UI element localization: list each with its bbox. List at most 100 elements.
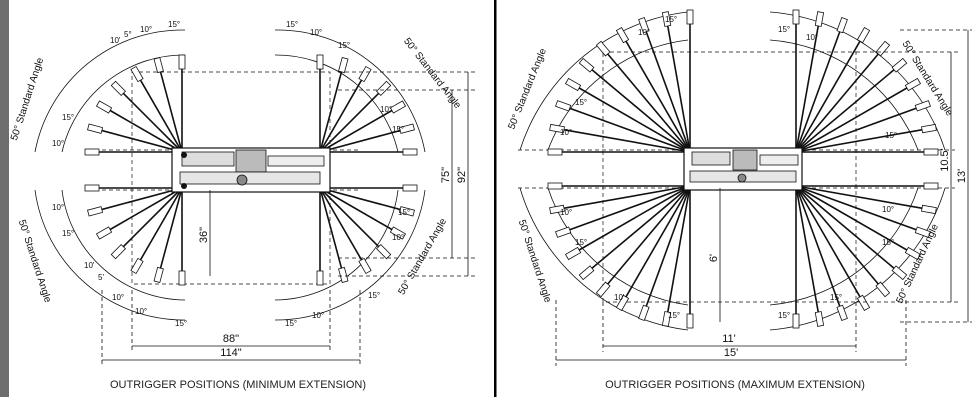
outrigger-leg xyxy=(547,182,690,190)
deg-label: 15° xyxy=(62,113,74,122)
deg-label: 10' xyxy=(614,293,625,302)
outrigger-leg xyxy=(319,187,372,275)
right-dim-15: 15' xyxy=(724,347,738,359)
right-dim-11: 11' xyxy=(722,333,736,345)
outrigger-leg xyxy=(795,17,848,153)
outrigger-leg xyxy=(578,185,691,281)
outrigger-leg xyxy=(110,187,183,260)
outrigger-leg xyxy=(84,148,182,156)
outrigger-leg xyxy=(320,184,418,192)
left-arc-lr xyxy=(274,189,426,321)
left-dim-36: 36" xyxy=(198,227,210,243)
right-caption: OUTRIGGER POSITIONS (MAXIMUM EXTENSION) xyxy=(605,379,865,391)
outrigger-leg xyxy=(564,185,691,261)
outrigger-leg xyxy=(661,11,691,153)
outrigger-leg xyxy=(795,185,891,298)
left-std-angle-ll: 50° Standard Angle xyxy=(16,218,53,304)
deg-label: 15° xyxy=(885,131,897,140)
deg-label: 10° xyxy=(312,311,324,320)
right-outrigger-legs xyxy=(547,9,939,329)
outrigger-leg xyxy=(795,77,922,153)
outrigger-leg xyxy=(319,187,392,260)
outrigger-leg xyxy=(319,100,407,153)
deg-label: 15° xyxy=(778,311,790,320)
left-std-angle-ur: 50° Standard Angle xyxy=(401,36,463,111)
outrigger-leg xyxy=(686,186,694,329)
outrigger-leg xyxy=(95,187,183,240)
outrigger-leg xyxy=(615,26,691,153)
left-arc-ul xyxy=(34,29,186,153)
outrigger-leg xyxy=(178,188,186,286)
deg-label: 10° xyxy=(806,33,818,42)
outrigger-leg xyxy=(795,123,937,153)
outrigger-leg xyxy=(615,185,691,312)
left-sidebar xyxy=(0,0,9,397)
outrigger-leg xyxy=(795,185,848,321)
deg-label: 15° xyxy=(665,15,677,24)
left-arc-ll xyxy=(34,189,186,321)
outrigger-leg xyxy=(595,40,691,153)
left-std-angle-lr: 50° Standard Angle xyxy=(396,216,449,297)
outrigger-leg xyxy=(319,187,415,217)
outrigger-leg xyxy=(178,54,186,152)
deg-label: 15° xyxy=(168,20,180,29)
deg-label: 15° xyxy=(882,238,894,247)
outrigger-leg xyxy=(661,185,691,327)
outrigger-leg xyxy=(792,9,800,152)
deg-label: 10° xyxy=(112,293,124,302)
left-std-angle-ul: 50° Standard Angle xyxy=(9,56,46,142)
outrigger-leg xyxy=(564,77,691,153)
outrigger-leg xyxy=(555,100,691,153)
outrigger-leg xyxy=(130,65,183,153)
outrigger-leg xyxy=(316,188,324,286)
right-panel: 10.5' 13' 6' 11' 15' 50° Standard Angle … xyxy=(506,9,972,391)
outrigger-leg xyxy=(316,54,324,152)
outrigger-leg xyxy=(87,123,183,153)
deg-label: 15° xyxy=(668,311,680,320)
outrigger-leg xyxy=(795,185,871,312)
outrigger-leg xyxy=(320,148,418,156)
left-dim-114: 114" xyxy=(220,347,242,359)
right-std-angle-lr: 50° Standard Angle xyxy=(895,222,942,305)
deg-label: 10° xyxy=(310,28,322,37)
deg-label: 15° xyxy=(286,20,298,29)
right-dim-105: 10.5' xyxy=(939,148,951,172)
outrigger-leg xyxy=(795,11,825,153)
outrigger-leg xyxy=(792,186,800,329)
outrigger-leg xyxy=(95,100,183,153)
deg-label: 10° xyxy=(140,25,152,34)
deg-label: 15° xyxy=(575,98,587,107)
deg-label: 10° xyxy=(882,205,894,214)
outrigger-leg xyxy=(547,148,690,156)
deg-label: 10° xyxy=(638,28,650,37)
outrigger-leg xyxy=(84,184,182,192)
outrigger-leg xyxy=(130,187,183,275)
outrigger-leg xyxy=(795,26,871,153)
right-arc-ul xyxy=(519,11,689,151)
deg-label: 10° xyxy=(392,233,404,242)
deg-label: 15° xyxy=(830,293,842,302)
deg-label: 5' xyxy=(98,273,104,282)
outrigger-leg xyxy=(555,185,691,238)
outrigger-leg xyxy=(549,185,691,215)
deg-label: 10° xyxy=(560,128,572,137)
deg-label: 15° xyxy=(338,41,350,50)
outrigger-leg xyxy=(578,57,691,153)
outrigger-leg xyxy=(549,123,691,153)
outrigger-leg xyxy=(153,57,183,153)
right-machine-body xyxy=(683,147,803,191)
outrigger-leg xyxy=(795,185,937,215)
deg-label: 15° xyxy=(392,125,404,134)
outrigger-leg xyxy=(796,148,939,156)
deg-label: 15° xyxy=(778,25,790,34)
panel-divider xyxy=(494,0,497,397)
deg-label: 10° xyxy=(380,105,392,114)
outrigger-leg xyxy=(319,123,415,153)
outrigger-leg xyxy=(795,185,931,238)
deg-label: 15° xyxy=(575,238,587,247)
left-arc-ur xyxy=(274,29,426,153)
outrigger-leg xyxy=(153,187,183,283)
deg-label: 10° xyxy=(135,307,147,316)
